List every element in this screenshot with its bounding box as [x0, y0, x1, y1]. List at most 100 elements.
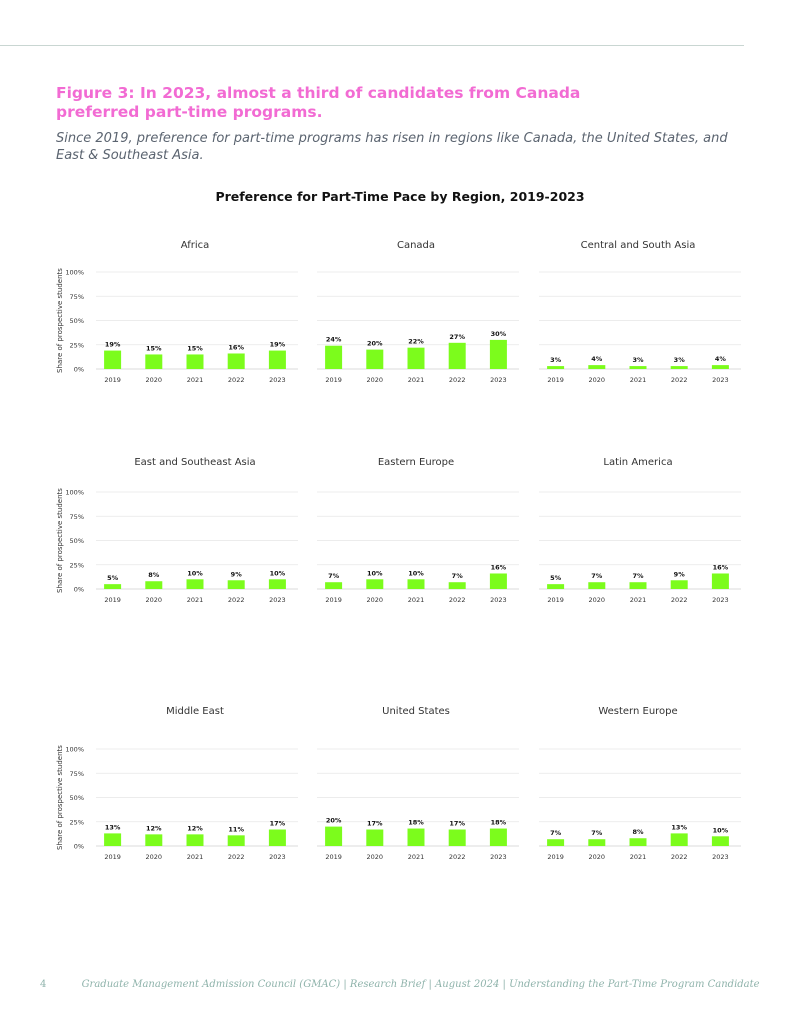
bar-latin-america-2020	[588, 582, 606, 589]
x-tick-label: 2021	[408, 376, 425, 384]
y-tick-label: 0%	[74, 366, 84, 374]
x-tick-label: 2022	[449, 376, 466, 384]
data-label: 13%	[671, 823, 687, 831]
bar-east-and-southeast-asia-2023	[268, 579, 286, 589]
x-tick-label: 2020	[589, 376, 606, 384]
bar-united-states-2023	[489, 828, 507, 846]
y-tick-label: 75%	[70, 770, 84, 778]
x-tick-label: 2022	[671, 596, 688, 604]
data-label: 7%	[591, 572, 603, 580]
data-label: 15%	[187, 344, 203, 352]
x-tick-label: 2019	[104, 853, 121, 861]
x-tick-label: 2020	[146, 376, 163, 384]
x-tick-label: 2022	[671, 853, 688, 861]
y-tick-label: 50%	[70, 317, 84, 325]
y-tick-label: 25%	[70, 341, 84, 349]
x-tick-label: 2022	[228, 376, 245, 384]
bar-united-states-2021	[407, 828, 425, 846]
x-tick-label: 2021	[630, 376, 647, 384]
bar-middle-east-2020	[145, 834, 163, 846]
data-label: 4%	[715, 355, 727, 363]
bar-canada-2019	[325, 345, 343, 369]
y-tick-label: 25%	[70, 561, 84, 569]
bar-latin-america-2019	[547, 584, 565, 589]
x-tick-label: 2023	[490, 596, 507, 604]
x-tick-label: 2020	[589, 853, 606, 861]
x-tick-label: 2021	[630, 596, 647, 604]
bar-canada-2022	[448, 342, 466, 369]
x-tick-label: 2023	[269, 376, 286, 384]
x-tick-label: 2021	[408, 853, 425, 861]
x-tick-label: 2023	[712, 596, 729, 604]
figure-subtitle: Since 2019, preference for part-time pro…	[56, 131, 728, 163]
x-tick-label: 2021	[630, 853, 647, 861]
bar-canada-2023	[489, 339, 507, 369]
panel-title-middle-east: Middle East	[166, 706, 224, 717]
bar-western-europe-2020	[588, 839, 606, 846]
data-label: 17%	[367, 820, 383, 828]
bar-africa-2019	[104, 350, 122, 369]
data-label: 10%	[408, 569, 424, 577]
x-tick-label: 2023	[712, 376, 729, 384]
footer-text: Graduate Management Admission Council (G…	[81, 979, 760, 990]
x-tick-label: 2021	[187, 596, 204, 604]
bar-central-and-south-asia-2023	[711, 365, 729, 369]
data-label: 3%	[632, 356, 644, 364]
panel-title-latin-america: Latin America	[603, 457, 672, 468]
data-label: 10%	[367, 569, 383, 577]
y-tick-label: 100%	[65, 489, 84, 497]
chart-title: Preference for Part-Time Pace by Region,…	[215, 189, 585, 204]
panel-title-central-and-south-asia: Central and South Asia	[581, 240, 696, 251]
bar-east-and-southeast-asia-2022	[227, 580, 245, 589]
x-tick-label: 2019	[547, 376, 564, 384]
bar-western-europe-2019	[547, 839, 565, 846]
x-tick-label: 2019	[547, 853, 564, 861]
data-label: 19%	[270, 341, 286, 349]
bar-latin-america-2021	[629, 582, 647, 589]
data-label: 16%	[491, 563, 507, 571]
bar-eastern-europe-2020	[366, 579, 384, 589]
y-axis-label: Share of prospective students	[56, 745, 64, 850]
bar-east-and-southeast-asia-2021	[186, 579, 204, 589]
x-tick-label: 2021	[187, 853, 204, 861]
x-tick-label: 2020	[367, 853, 384, 861]
bar-canada-2020	[366, 349, 384, 369]
bar-united-states-2019	[325, 826, 343, 846]
bar-east-and-southeast-asia-2019	[104, 584, 122, 589]
bar-east-and-southeast-asia-2020	[145, 581, 163, 589]
x-tick-label: 2019	[547, 596, 564, 604]
x-tick-label: 2022	[228, 853, 245, 861]
bar-eastern-europe-2019	[325, 582, 343, 589]
bar-middle-east-2021	[186, 834, 204, 846]
x-tick-label: 2020	[367, 376, 384, 384]
data-label: 9%	[674, 570, 686, 578]
x-tick-label: 2019	[104, 596, 121, 604]
data-label: 10%	[187, 569, 203, 577]
panel-title-eastern-europe: Eastern Europe	[378, 457, 454, 468]
panel-title-east-and-southeast-asia: East and Southeast Asia	[134, 457, 255, 468]
bar-central-and-south-asia-2020	[588, 365, 606, 369]
data-label: 5%	[550, 574, 562, 582]
data-label: 27%	[449, 333, 465, 341]
x-tick-label: 2019	[325, 376, 342, 384]
page-number: 4	[40, 979, 47, 990]
data-label: 7%	[591, 829, 603, 837]
data-label: 18%	[408, 819, 424, 827]
data-label: 12%	[187, 824, 203, 832]
panel-title-canada: Canada	[397, 240, 435, 251]
data-label: 24%	[326, 336, 342, 344]
y-tick-label: 50%	[70, 537, 84, 545]
data-label: 8%	[632, 828, 644, 836]
bar-africa-2021	[186, 354, 204, 369]
bar-middle-east-2019	[104, 833, 122, 846]
data-label: 12%	[146, 824, 162, 832]
data-label: 17%	[270, 820, 286, 828]
x-tick-label: 2019	[325, 853, 342, 861]
y-tick-label: 0%	[74, 586, 84, 594]
bar-africa-2022	[227, 353, 245, 369]
data-label: 16%	[713, 563, 729, 571]
y-tick-label: 100%	[65, 746, 84, 754]
footer: 4 Graduate Management Admission Council …	[40, 979, 760, 990]
data-label: 10%	[713, 826, 729, 834]
